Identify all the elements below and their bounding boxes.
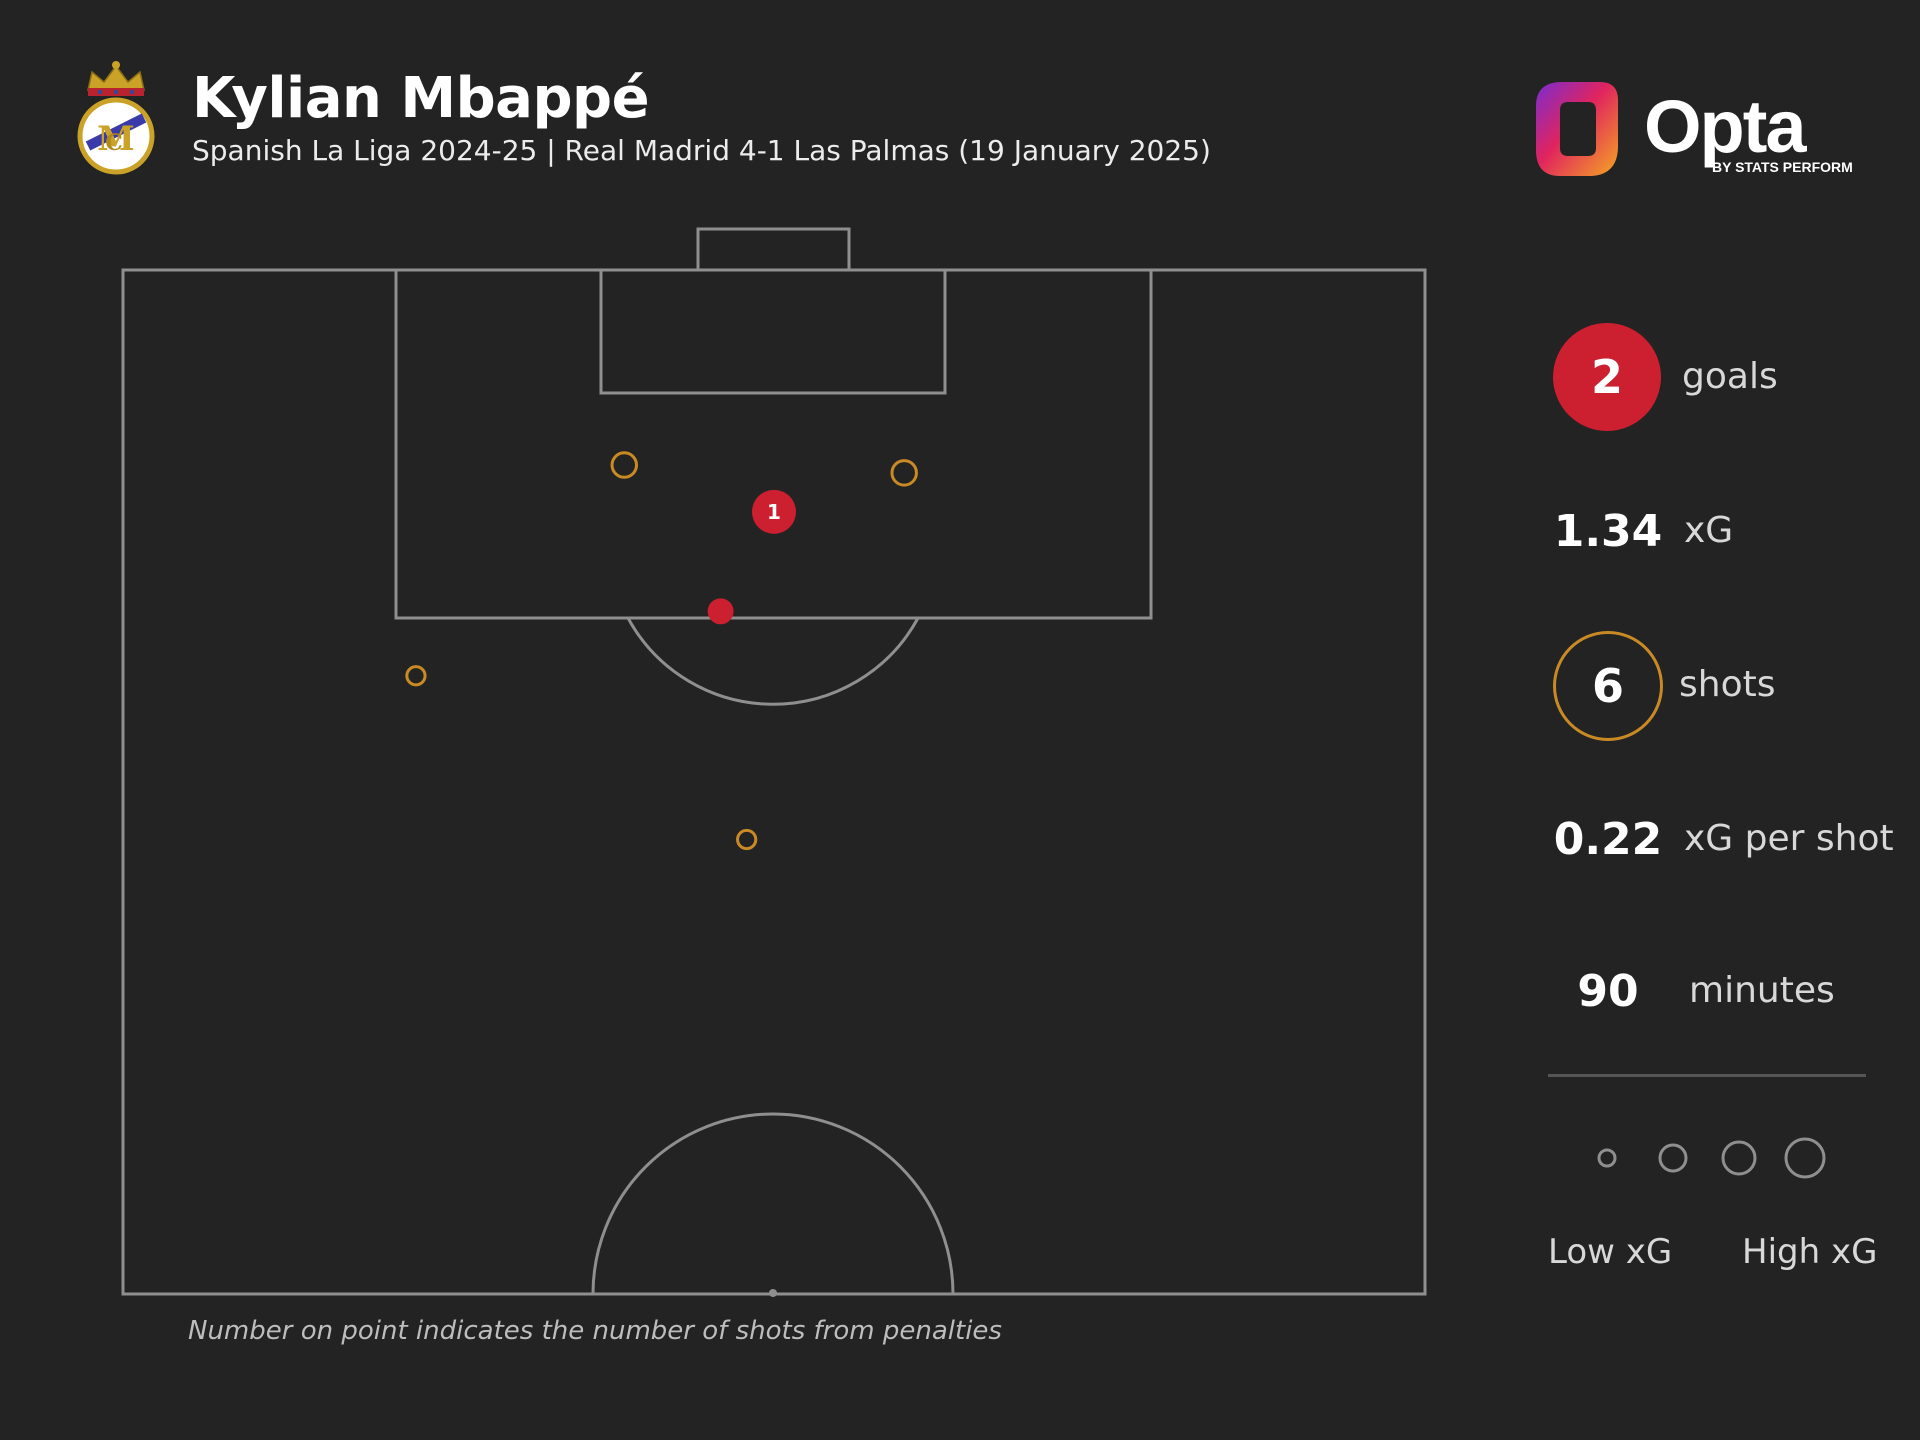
penalty-area <box>394 268 1153 620</box>
real-madrid-crest-icon: M C <box>77 61 155 175</box>
svg-text:C: C <box>105 130 123 156</box>
minutes-value: 90 <box>1577 966 1639 1017</box>
xg-value: 1.34 <box>1553 506 1663 557</box>
shot-point <box>736 828 758 851</box>
legend-high-label: High xG <box>1742 1232 1878 1272</box>
penalty-count-label: 1 <box>767 500 781 524</box>
match-subtitle: Spanish La Liga 2024-25 | Real Madrid 4-… <box>192 134 1211 167</box>
goal <box>696 227 851 272</box>
divider <box>1548 1074 1866 1077</box>
xg-size-legend <box>1597 1137 1826 1179</box>
xg-per-shot-value: 0.22 <box>1553 814 1663 865</box>
shots-value: 6 <box>1591 659 1624 713</box>
minutes-label: minutes <box>1689 970 1835 1011</box>
svg-text:M: M <box>97 119 135 159</box>
shot-point <box>405 665 427 687</box>
goal-shot-point <box>707 598 734 625</box>
pitch-lines <box>121 227 1427 1296</box>
xg-label: xG <box>1684 510 1734 551</box>
legend-low-label: Low xG <box>1548 1232 1673 1272</box>
opta-logo-subtext: BY STATS PERFORM <box>1712 159 1853 175</box>
shot-point <box>610 451 639 479</box>
page-title: Kylian Mbappé <box>192 66 650 131</box>
centre-spot <box>769 1289 777 1297</box>
header: M C Kylian Mbappé Spanish La Liga 2024-2… <box>0 0 1920 200</box>
legend-circle-s <box>1658 1143 1688 1173</box>
shots-layer: 1 <box>405 451 918 851</box>
goals-badge: 2 <box>1553 323 1661 431</box>
legend-circle-xs <box>1597 1148 1617 1168</box>
xg-per-shot-label: xG per shot <box>1684 818 1894 859</box>
six-yard-box <box>599 268 947 395</box>
goal-shot-point <box>752 489 796 534</box>
footnote: Number on point indicates the number of … <box>188 1316 1002 1346</box>
shot-point <box>890 459 918 487</box>
opta-logo-text: Opta <box>1644 85 1807 168</box>
shots-label: shots <box>1679 664 1776 705</box>
centre-circle <box>591 1112 955 1295</box>
opta-logo-icon: Opta BY STATS PERFORM <box>1536 82 1853 176</box>
penalty-arc <box>626 617 920 706</box>
legend-circle-m <box>1721 1140 1757 1176</box>
legend-circle-l <box>1784 1137 1826 1179</box>
shots-badge: 6 <box>1553 631 1663 741</box>
goals-label: goals <box>1682 356 1778 397</box>
pitch-outline <box>121 268 1427 1296</box>
goals-value: 2 <box>1590 350 1623 404</box>
